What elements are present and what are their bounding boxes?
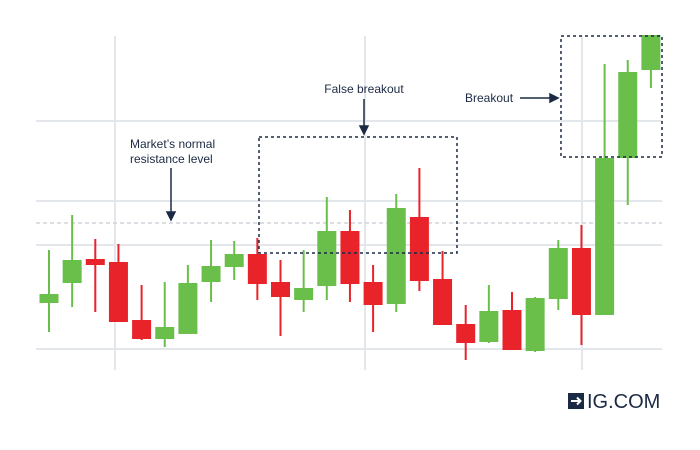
candle-body (456, 324, 476, 343)
candle-body (62, 260, 82, 283)
false-breakout-box (258, 136, 458, 254)
logo-text: IG.COM (587, 391, 660, 413)
candle-body (340, 231, 360, 284)
candle-body (479, 311, 499, 342)
candle-body (595, 158, 615, 315)
annotations (165, 35, 663, 254)
candle-body (433, 279, 453, 325)
candle-body (178, 283, 198, 334)
candle-body (386, 208, 406, 304)
annotation: False breakout (324, 82, 404, 96)
candle-body (525, 298, 545, 351)
breakout-box (560, 35, 663, 158)
candle-body (247, 254, 267, 284)
candle-body (224, 254, 244, 267)
candle-body (108, 262, 128, 322)
annotation: Market’s normal (130, 137, 215, 151)
logo-arrow (571, 396, 582, 406)
candle-body (155, 327, 175, 339)
candles (39, 35, 661, 360)
arrow-head (549, 92, 560, 104)
annotation: Breakout (465, 91, 514, 105)
arrow-head (165, 211, 177, 222)
candle-body (618, 72, 638, 158)
candle-body (641, 35, 661, 70)
candle-body (409, 217, 429, 281)
candle-body (317, 231, 337, 286)
candle-body (85, 259, 105, 265)
candle-body (571, 248, 591, 315)
logo: IG.COM (568, 391, 660, 413)
candle-body (271, 282, 290, 297)
candle-body (39, 294, 59, 303)
arrow-head (358, 125, 370, 136)
candle-body (132, 320, 152, 339)
candle-body (502, 310, 522, 350)
candle-body (363, 282, 383, 305)
annotation: resistance level (130, 152, 213, 166)
candle-body (294, 288, 314, 300)
candle-body (548, 248, 568, 299)
candle-body (201, 266, 221, 282)
